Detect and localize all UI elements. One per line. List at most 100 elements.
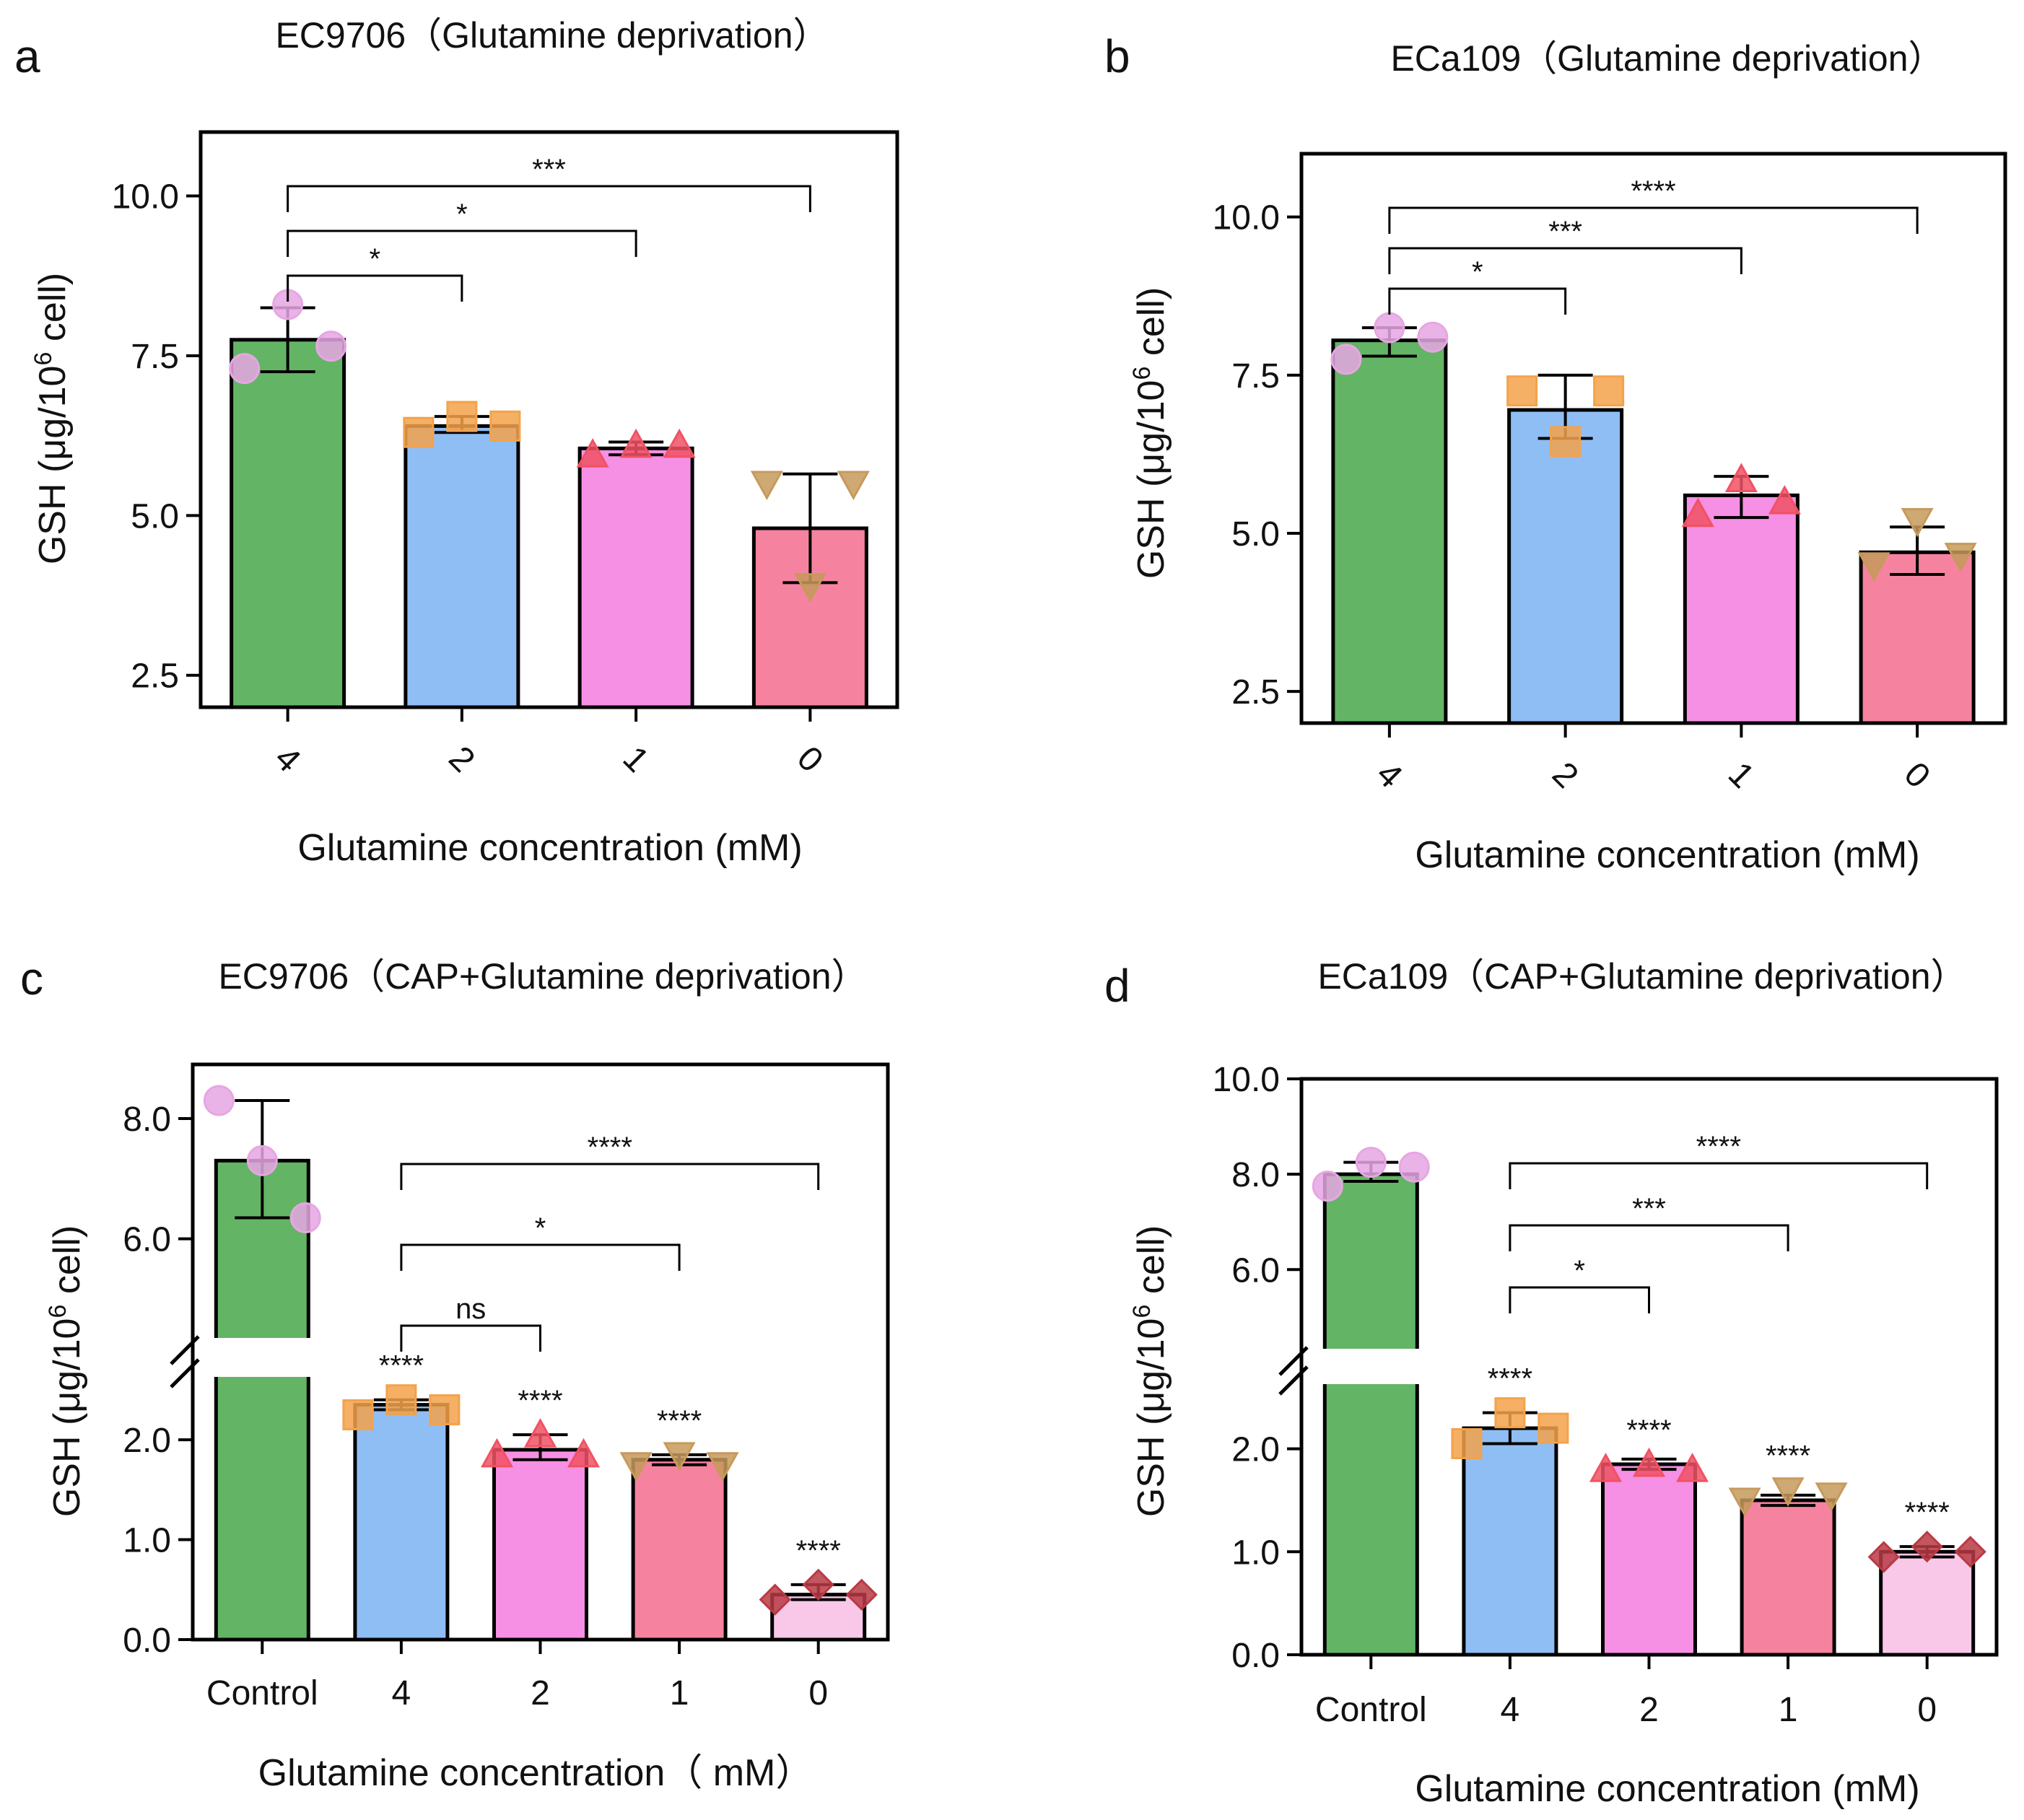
chart-b-plot: 2.55.07.510.04 2 1 0******** bbox=[1213, 152, 2007, 796]
axis-break-gap bbox=[164, 1338, 888, 1377]
significance-label: * bbox=[1574, 1255, 1585, 1287]
x-tick-label: 1 bbox=[1779, 1691, 1798, 1729]
y-tick-label: 1.0 bbox=[123, 1522, 171, 1560]
data-point bbox=[1867, 1541, 1900, 1573]
data-point bbox=[342, 1399, 374, 1430]
x-tick-label: 2 bbox=[1639, 1691, 1659, 1729]
x-tick-label: 4 bbox=[267, 739, 307, 779]
bar-significance-label: **** bbox=[518, 1385, 562, 1417]
bar bbox=[1462, 1426, 1558, 1657]
data-point bbox=[793, 573, 826, 603]
data-point bbox=[489, 410, 521, 442]
bar bbox=[404, 424, 520, 709]
bar bbox=[230, 338, 346, 709]
data-point bbox=[1857, 552, 1890, 582]
bar bbox=[353, 1403, 450, 1642]
data-point bbox=[1954, 1536, 1986, 1568]
x-tick-label: 4 bbox=[1501, 1691, 1520, 1729]
x-tick-label: 4 bbox=[392, 1674, 411, 1712]
data-point bbox=[246, 1145, 278, 1176]
y-axis-title: GSH (μg/106 cell) bbox=[1128, 287, 1172, 579]
x-tick-label: 0 bbox=[1917, 1691, 1937, 1729]
data-point bbox=[403, 416, 435, 448]
data-point bbox=[1632, 1447, 1666, 1477]
chart-title: ECa109（Glutamine deprivation） bbox=[1390, 38, 1944, 79]
panel-d: d ECa109（CAP+Glutamine deprivation） GSH … bbox=[1104, 956, 1999, 1810]
bar bbox=[1322, 1172, 1419, 1657]
data-point bbox=[1550, 426, 1582, 458]
data-point bbox=[706, 1452, 739, 1482]
significance-label: **** bbox=[1631, 175, 1675, 207]
significance-bracket bbox=[287, 274, 463, 302]
data-point bbox=[1911, 1531, 1943, 1563]
data-point bbox=[446, 401, 478, 432]
bar bbox=[1740, 1498, 1836, 1657]
data-point bbox=[1675, 1453, 1709, 1482]
significance-bracket bbox=[1509, 1224, 1789, 1251]
data-point bbox=[1451, 1427, 1483, 1459]
data-point bbox=[1815, 1482, 1848, 1512]
panel-letter-c: c bbox=[20, 953, 43, 1005]
significance-label: *** bbox=[532, 154, 566, 185]
significance-bracket bbox=[1388, 247, 1742, 274]
y-tick-label: 0.0 bbox=[1231, 1637, 1280, 1675]
significance-bracket bbox=[1509, 1162, 1929, 1189]
x-tick-label: 2 bbox=[441, 739, 481, 779]
y-tick-label: 5.0 bbox=[131, 497, 179, 535]
x-axis-title: Glutamine concentration (mM) bbox=[297, 827, 802, 869]
bar bbox=[214, 1158, 310, 1642]
data-point bbox=[1312, 1171, 1343, 1202]
y-tick-label: 2.5 bbox=[1231, 673, 1280, 712]
data-point bbox=[1330, 344, 1362, 375]
data-point bbox=[663, 428, 696, 458]
x-tick-label: 1 bbox=[616, 739, 656, 779]
chart-title: EC9706（CAP+Glutamine deprivation） bbox=[218, 956, 867, 997]
bar-significance-label: **** bbox=[379, 1350, 424, 1382]
data-point bbox=[567, 1438, 601, 1468]
data-point bbox=[1681, 497, 1714, 528]
data-point bbox=[480, 1438, 514, 1468]
data-point bbox=[1537, 1412, 1569, 1444]
data-point bbox=[429, 1394, 461, 1426]
x-tick-label: 1 bbox=[1721, 755, 1761, 795]
bar-significance-label: **** bbox=[1766, 1440, 1810, 1472]
chart-title: ECa109（CAP+Glutamine deprivation） bbox=[1317, 956, 1966, 997]
data-point bbox=[1944, 543, 1977, 572]
x-tick-label: 1 bbox=[670, 1674, 689, 1712]
data-point bbox=[663, 1442, 696, 1471]
y-axis-title: GSH (μg/106 cell) bbox=[44, 1225, 88, 1517]
x-tick-label: 2 bbox=[1545, 755, 1585, 795]
bar-significance-label: **** bbox=[796, 1535, 841, 1567]
data-point bbox=[1589, 1453, 1623, 1482]
data-point bbox=[1506, 375, 1538, 407]
significance-bracket bbox=[1509, 1286, 1650, 1313]
data-point bbox=[385, 1384, 417, 1416]
y-tick-label: 10.0 bbox=[1213, 199, 1280, 237]
data-point bbox=[1728, 1487, 1761, 1518]
x-axis-title: Glutamine concentration (mM) bbox=[1415, 1768, 1919, 1810]
x-tick-label: Control bbox=[1315, 1691, 1427, 1729]
bar bbox=[1601, 1462, 1697, 1657]
significance-bracket bbox=[287, 185, 811, 212]
significance-label: ns bbox=[455, 1293, 486, 1325]
y-tick-label: 7.5 bbox=[131, 338, 179, 376]
x-axis-title: Glutamine concentration（ mM） bbox=[258, 1752, 813, 1794]
data-point bbox=[619, 428, 653, 458]
y-tick-label: 7.5 bbox=[1231, 357, 1280, 395]
y-tick-label: 6.0 bbox=[123, 1221, 171, 1259]
x-tick-label: 2 bbox=[531, 1674, 550, 1712]
data-point bbox=[1417, 321, 1449, 353]
bar bbox=[1683, 493, 1800, 725]
bar bbox=[631, 1458, 728, 1642]
panel-letter-d: d bbox=[1104, 960, 1130, 1012]
y-tick-label: 1.0 bbox=[1231, 1534, 1280, 1572]
bar bbox=[1879, 1549, 1976, 1657]
significance-label: * bbox=[535, 1212, 546, 1244]
significance-bracket bbox=[400, 1243, 681, 1271]
y-tick-label: 6.0 bbox=[1231, 1251, 1280, 1290]
bar bbox=[1331, 338, 1448, 725]
y-tick-label: 5.0 bbox=[1231, 515, 1280, 554]
significance-bracket bbox=[400, 1324, 541, 1352]
data-point bbox=[315, 331, 347, 362]
panel-letter-a: a bbox=[14, 30, 40, 82]
